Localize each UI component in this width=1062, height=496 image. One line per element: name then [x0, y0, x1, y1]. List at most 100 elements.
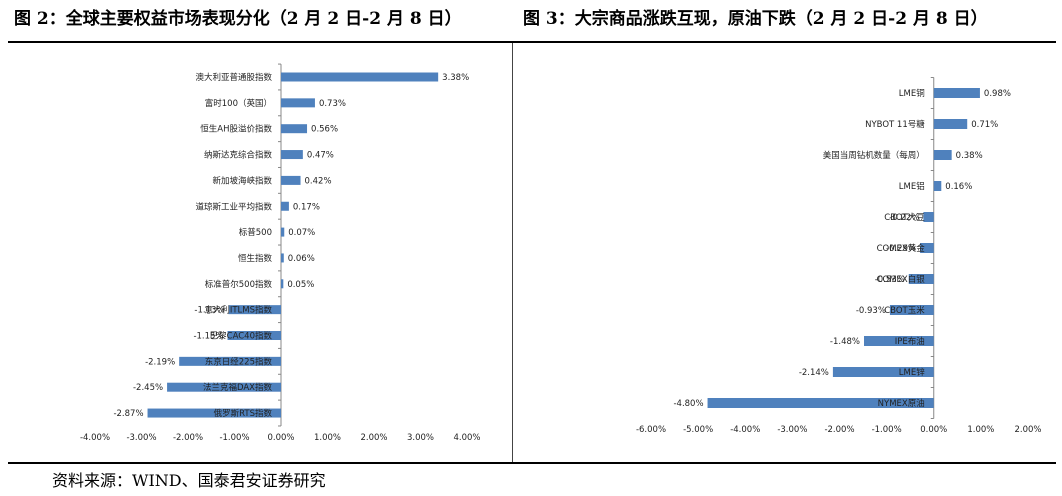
chart-0-bar [179, 356, 281, 366]
chart-1-bar [908, 274, 934, 284]
panel-divider [512, 43, 513, 462]
chart-1-category-label: LME锌 [899, 367, 925, 378]
chart-1-value-label: -1.48% [830, 337, 860, 347]
chart-0-value-label: -2.45% [133, 383, 163, 393]
equity-markets-bar-chart: 澳大利亚普通股指数 3.38% 富时100（英国） 0.73% 恒生AH股溢价指数 0.5… [80, 63, 481, 443]
chart-0-bar [281, 227, 285, 237]
right-chart-title: 图 3：大宗商品涨跌互现，原油下跌（2 月 2 日-2 月 8 日） [523, 9, 988, 29]
chart-1-category-label: LME铜 [899, 88, 925, 99]
chart-1-category-label: IPE布油 [895, 336, 925, 347]
chart-0-category-label: 法兰克福DAX指数 [203, 382, 273, 393]
chart-0-bar [228, 305, 281, 315]
chart-1-value-label: 0.38% [956, 151, 983, 161]
chart-0-value-label: -2.19% [145, 357, 175, 367]
chart-1-value-label: -4.80% [673, 399, 703, 409]
chart-0-value-label: 0.05% [287, 280, 314, 290]
chart-0-category-label: 巴黎CAC40指数 [210, 331, 273, 342]
chart-1-x-tick-label: -2.00% [824, 425, 854, 435]
chart-1-bar [923, 212, 934, 222]
chart-0-bar [281, 98, 315, 108]
chart-1-value-label: -0.53% [875, 275, 905, 285]
chart-1-value-label: 0.98% [984, 89, 1011, 99]
chart-1-x-tick-label: -5.00% [683, 425, 713, 435]
chart-0-value-label: -1.13% [194, 306, 224, 316]
left-chart-title: 图 2：全球主要权益市场表现分化（2 月 2 日-2 月 8 日） [14, 9, 462, 29]
chart-0-category-label: 新加坡海峡指数 [212, 175, 272, 186]
chart-1-category-label: NYBOT 11号糖 [865, 119, 925, 130]
chart-0-bar [281, 175, 301, 185]
chart-1-x-tick-label: -4.00% [730, 425, 760, 435]
chart-0-value-label: 0.56% [311, 125, 338, 135]
chart-1-value-label: -0.29% [886, 244, 916, 254]
chart-1-bar [933, 119, 968, 129]
chart-1-bar [864, 336, 934, 346]
chart-0-x-tick-label: -3.00% [126, 433, 156, 443]
chart-0-category-label: 东京日经225指数 [205, 356, 273, 367]
chart-1-x-tick-label: 1.00% [967, 425, 994, 435]
chart-0-bar [281, 279, 284, 289]
chart-0-value-label: 0.42% [305, 176, 332, 186]
chart-0-category-label: 纳斯达克综合指数 [204, 150, 273, 161]
chart-0-value-label: 0.17% [293, 202, 320, 212]
chart-1-value-label: 0.71% [971, 120, 998, 130]
chart-0-bar [281, 201, 289, 211]
chart-0-value-label: 0.06% [288, 254, 315, 264]
chart-0-x-tick-label: -2.00% [173, 433, 203, 443]
chart-0-value-label: 0.47% [307, 151, 334, 161]
chart-1-bar [933, 181, 942, 191]
chart-1-x-tick-label: -6.00% [636, 425, 666, 435]
chart-1-x-tick-label: -3.00% [777, 425, 807, 435]
chart-1-bar [920, 243, 934, 253]
chart-0-bar [167, 382, 281, 392]
chart-0-x-tick-label: -4.00% [80, 433, 110, 443]
chart-0-value-label: 3.38% [442, 73, 469, 83]
chart-0-category-label: 标准普尔500指数 [205, 279, 273, 290]
chart-0-category-label: 意大利ITLMS指数 [204, 305, 272, 316]
chart-0-category-label: 标普500 [239, 227, 272, 238]
chart-1-value-label: -0.22% [889, 213, 919, 223]
chart-1-category-label: NYMEX原油 [878, 398, 925, 409]
chart-1-value-label: -2.14% [799, 368, 829, 378]
chart-0-category-label: 俄罗斯RTS指数 [214, 408, 273, 419]
bottom-rule [8, 462, 1056, 464]
chart-1-category-label: CBOT玉米 [884, 305, 925, 316]
chart-0-x-tick-label: 0.00% [267, 433, 294, 443]
chart-0-x-tick-label: 2.00% [360, 433, 387, 443]
top-rule [8, 41, 1056, 43]
chart-0-x-tick-label: 1.00% [314, 433, 341, 443]
chart-0-x-tick-label: 4.00% [453, 433, 480, 443]
chart-1-category-label: 美国当周钻机数量（每周） [823, 150, 925, 161]
chart-1-bar [707, 398, 934, 408]
chart-1-bar [933, 88, 980, 98]
chart-1-bar [933, 150, 952, 160]
chart-0-category-label: 恒生AH股溢价指数 [200, 124, 272, 135]
chart-0-x-tick-label: -1.00% [219, 433, 249, 443]
commodities-bar-chart: LME铜 0.98% NYBOT 11号糖 0.71% 美国当周钻机数量（每周） 0.38… [636, 77, 1042, 435]
chart-1-category-label: COMEX黄金 [877, 243, 926, 254]
chart-0-category-label: 富时100（英国） [205, 98, 272, 109]
chart-1-bar [889, 305, 934, 315]
chart-1-value-label: 0.16% [945, 182, 972, 192]
chart-0-value-label: -2.87% [113, 409, 143, 419]
chart-0-bar [281, 124, 308, 134]
chart-1-category-label: COMEX白银 [877, 274, 926, 285]
chart-1-category-label: CBOT大豆 [884, 212, 925, 223]
chart-0-bar [281, 150, 303, 160]
chart-0-bar [281, 72, 439, 82]
chart-1-x-tick-label: 0.00% [920, 425, 947, 435]
chart-0-category-label: 澳大利亚普通股指数 [195, 72, 272, 83]
chart-0-value-label: 0.73% [319, 99, 346, 109]
chart-0-category-label: 道琼斯工业平均指数 [195, 201, 272, 212]
chart-1-x-tick-label: 2.00% [1014, 425, 1041, 435]
chart-1-bar [832, 367, 934, 377]
chart-0-x-tick-label: 3.00% [407, 433, 434, 443]
chart-1-x-tick-label: -1.00% [872, 425, 902, 435]
chart-0-bar [281, 253, 284, 263]
chart-0-bar [147, 408, 281, 418]
chart-1-value-label: -0.93% [856, 306, 886, 316]
chart-0-value-label: -1.15% [193, 332, 223, 342]
chart-0-bar [227, 331, 281, 340]
source-note: 资料来源：WIND、国泰君安证券研究 [52, 471, 326, 490]
chart-1-category-label: LME铝 [899, 181, 925, 192]
chart-0-value-label: 0.07% [288, 228, 315, 238]
